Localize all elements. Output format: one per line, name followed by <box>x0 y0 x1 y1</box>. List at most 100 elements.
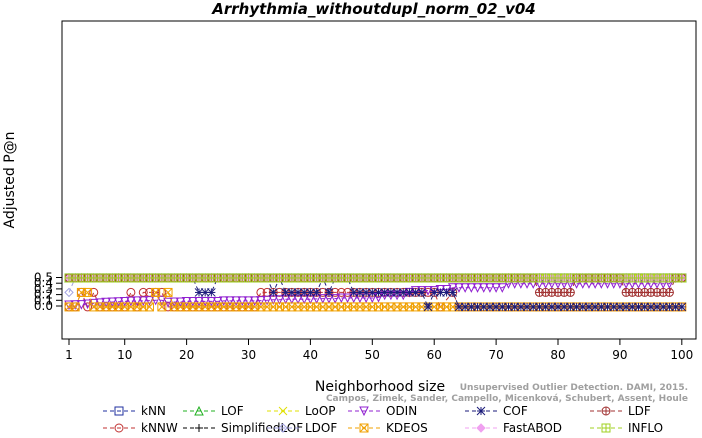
legend-item-LOF: LOF <box>183 404 244 418</box>
x-tick-label: 50 <box>365 348 380 362</box>
x-axis: 1 10 20 30 40 50 60 70 80 90 100 <box>65 339 693 362</box>
data-point <box>497 283 508 293</box>
x-tick-label: 20 <box>179 348 194 362</box>
data-point <box>448 288 458 297</box>
legend-marker <box>114 423 124 433</box>
data-point <box>374 288 383 297</box>
legend-marker <box>359 406 369 417</box>
data-point <box>163 302 173 312</box>
data-point <box>342 293 353 304</box>
data-point <box>119 296 130 307</box>
y-tick-label: 0.4 <box>34 276 53 290</box>
data-point <box>157 295 167 306</box>
data-point <box>447 283 458 293</box>
series-line-ODIN <box>68 277 682 306</box>
watermark-line-1: Unsupervised Outlier Detection. DAMI, 20… <box>460 383 688 393</box>
data-point <box>132 296 142 306</box>
watermark-line-2: Campos, Zimek, Sander, Campello, Micenko… <box>326 394 688 404</box>
legend-item-LDF: LDF <box>590 404 651 418</box>
data-point <box>262 295 272 306</box>
data-point <box>274 295 285 305</box>
legend-item-kNN: kNN <box>103 404 166 418</box>
data-point <box>312 288 321 297</box>
y-tick-label: 0.0 <box>34 299 53 313</box>
legend-item-SimplifiedLOF: SimplifiedLOF <box>183 421 303 435</box>
data-point <box>207 288 216 297</box>
data-point <box>231 296 241 306</box>
data-point <box>627 302 637 312</box>
data-point <box>454 283 464 293</box>
y-tick-label: 0.2 <box>34 288 53 302</box>
legend-marker <box>114 406 124 416</box>
data-point <box>423 286 433 296</box>
x-tick-label: 60 <box>427 348 442 362</box>
x-tick-label: 1 <box>65 348 73 362</box>
data-point <box>528 302 538 312</box>
data-point <box>126 287 136 297</box>
legend-label: kNNW <box>141 421 178 434</box>
data-point <box>256 296 266 306</box>
data-point <box>212 296 223 307</box>
data-point <box>429 288 439 297</box>
data-point <box>163 297 173 308</box>
legend-marker <box>278 406 288 416</box>
legend-label: LDOF <box>305 421 337 434</box>
legend-item-LoOP: LoOP <box>267 404 336 418</box>
data-point <box>547 302 557 312</box>
legend-item-kNNW: kNNW <box>103 421 178 435</box>
y-axis: 0.00.10.20.30.40.5 <box>34 271 62 313</box>
chart-title: Arrhythmia_withoutdupl_norm_02_v04 <box>211 0 535 18</box>
data-point <box>126 296 136 307</box>
data-point <box>194 296 204 307</box>
data-point <box>287 288 297 297</box>
data-point <box>206 296 217 307</box>
plot-series <box>64 272 687 312</box>
data-point <box>181 296 192 307</box>
data-point <box>423 302 433 312</box>
data-point <box>268 288 278 297</box>
legend-item-COF: COF <box>465 404 528 418</box>
data-point <box>293 288 303 297</box>
legend-item-INFLO: INFLO <box>590 421 663 435</box>
legend-label: INFLO <box>628 421 663 434</box>
legend-marker <box>195 424 203 432</box>
y-axis-label: Adjusted P@n <box>2 131 18 228</box>
legend-item-KDEOS: KDEOS <box>348 421 428 435</box>
data-point <box>578 302 588 312</box>
data-point <box>460 302 470 312</box>
legend-label: COF <box>503 404 528 418</box>
data-point <box>491 283 501 293</box>
data-point <box>677 273 687 283</box>
data-point <box>336 293 347 304</box>
data-point <box>144 296 155 306</box>
data-point <box>485 283 495 293</box>
data-point <box>478 283 489 293</box>
data-point <box>101 297 111 308</box>
data-point <box>417 288 427 297</box>
x-tick-label: 90 <box>612 348 627 362</box>
data-point <box>565 287 575 297</box>
data-point <box>144 302 154 312</box>
data-point <box>398 288 408 297</box>
data-point <box>89 287 99 297</box>
data-point <box>491 302 501 312</box>
data-point <box>621 302 631 312</box>
data-point <box>218 296 229 306</box>
data-point <box>64 287 74 298</box>
data-point <box>163 287 173 297</box>
legend-item-FastABOD: FastABOD <box>465 421 562 435</box>
y-tick-label: 0.5 <box>34 271 53 285</box>
data-point <box>70 302 80 312</box>
plot-frame <box>61 20 697 340</box>
data-point <box>541 302 550 312</box>
data-point <box>113 297 124 307</box>
data-point <box>386 288 396 297</box>
y-tick-label: 0.3 <box>34 282 53 296</box>
data-point <box>677 302 687 312</box>
legend-marker <box>476 406 486 416</box>
legend-label: KDEOS <box>386 421 428 434</box>
data-point <box>535 302 544 312</box>
x-tick-label: 100 <box>670 348 693 362</box>
data-point <box>281 288 291 297</box>
